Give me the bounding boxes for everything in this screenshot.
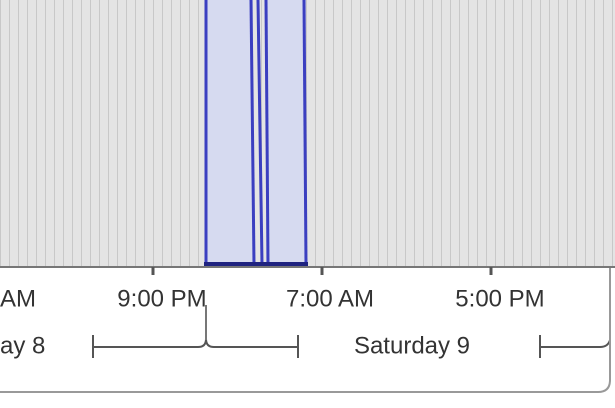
time-label: 5:00 PM — [455, 285, 544, 312]
time-label: AM — [0, 285, 36, 312]
plot-background — [0, 0, 615, 266]
panel-border — [0, 268, 611, 393]
event-edge — [249, 0, 256, 265]
event-fill — [266, 0, 306, 264]
bracket — [93, 338, 298, 348]
day-label: ay 8 — [0, 332, 45, 359]
event-edge — [264, 0, 270, 265]
day-label: Saturday 9 — [354, 332, 470, 359]
event-fill — [206, 0, 253, 264]
event-edge — [256, 0, 264, 265]
ticks — [151, 267, 493, 275]
bracket — [540, 339, 611, 348]
time-label: 7:00 AM — [286, 285, 374, 312]
time-label: 9:00 PM — [117, 285, 206, 312]
event-edge — [302, 0, 308, 265]
events — [204, 0, 308, 266]
day-brackets — [92, 305, 611, 358]
